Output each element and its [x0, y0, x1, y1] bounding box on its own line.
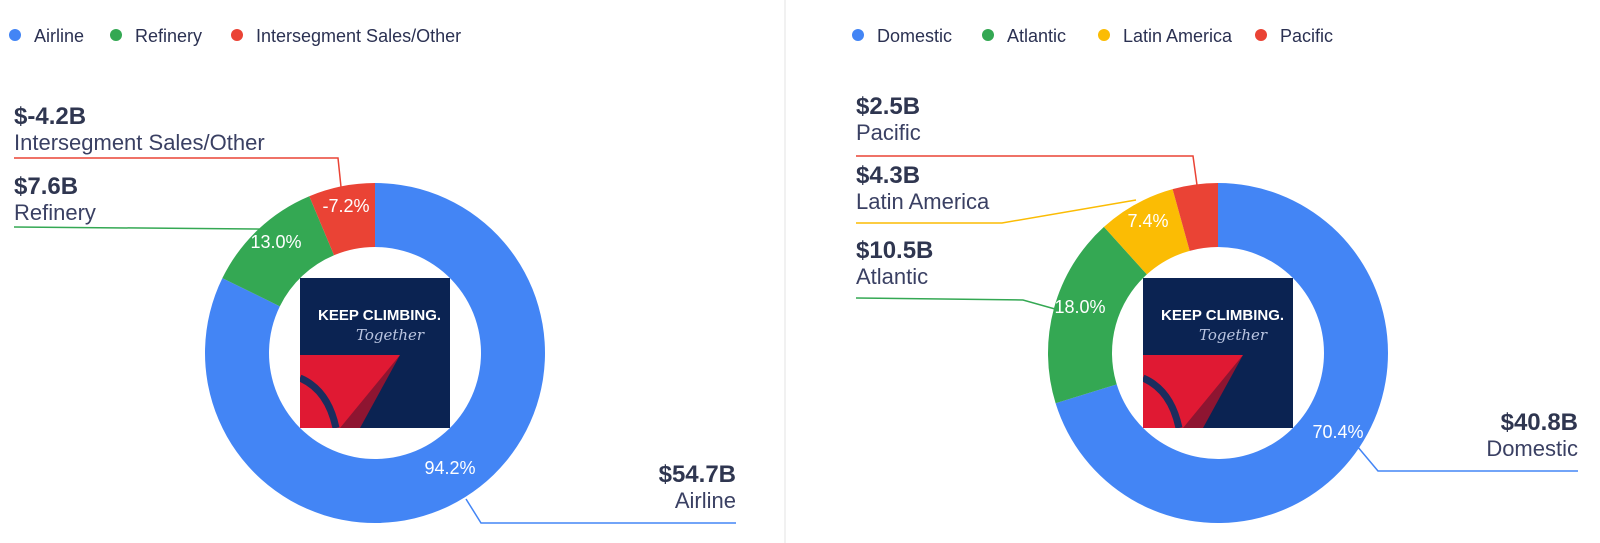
donut-slice-latin-america[interactable]: [1103, 189, 1190, 275]
slice-percent-label: 13.0%: [250, 232, 301, 252]
donut-slice-intersegment-sales-other[interactable]: [309, 183, 375, 256]
legend-marker: [1255, 29, 1267, 41]
legend-marker: [982, 29, 994, 41]
callout-value: $10.5B: [856, 237, 933, 264]
donut-slice-refinery[interactable]: [222, 196, 335, 307]
callout-leader-line: [1356, 445, 1578, 472]
slice-percent-label: 94.2%: [424, 458, 475, 478]
logo-maroon-wedge: [340, 355, 400, 428]
logo-tagline-line1: KEEP CLIMBING.: [1161, 307, 1284, 324]
callout-leader-line: [856, 155, 1198, 186]
legend-label: Airline: [34, 26, 84, 46]
donut-slice-domestic[interactable]: [1055, 183, 1388, 523]
keep-climbing-logo-image: KEEP CLIMBING. Together: [300, 278, 450, 428]
callout-leader-line: [856, 199, 1137, 224]
callout-leader-line: [855, 297, 1056, 310]
callout-name: Pacific: [856, 120, 921, 145]
legend: Airline Refinery Intersegment Sales/Other: [9, 26, 461, 46]
donut-slices: [204, 183, 545, 523]
callout-value: $-4.2B: [14, 103, 86, 130]
callout-name: Atlantic: [856, 264, 928, 289]
slice-percent-label: 7.4%: [1127, 211, 1168, 231]
legend-marker: [9, 29, 21, 41]
legend-item-intersegment-sales-other[interactable]: Intersegment Sales/Other: [231, 26, 461, 46]
legend-label: Refinery: [135, 26, 202, 46]
logo-tagline-line1: KEEP CLIMBING.: [318, 307, 441, 324]
logo-maroon-wedge: [1183, 355, 1243, 428]
logo-navy-swoosh: [1143, 374, 1183, 428]
slice-percent-label: 70.4%: [1312, 422, 1363, 442]
legend-item-atlantic[interactable]: Atlantic: [982, 26, 1066, 46]
donut-slice-atlantic[interactable]: [1048, 226, 1147, 404]
callout-name: Latin America: [856, 189, 990, 214]
region-revenue-donut-chart: Domestic Atlantic Latin America Pacific 70.4…: [852, 26, 1578, 523]
callout-value: $40.8B: [1501, 409, 1578, 436]
legend-label: Latin America: [1123, 26, 1233, 46]
logo-tagline-line2: Together: [356, 326, 425, 344]
legend-marker: [231, 29, 243, 41]
callout-name: Airline: [675, 488, 736, 513]
legend-marker: [852, 29, 864, 41]
callout-name: Refinery: [14, 200, 96, 225]
logo-red-triangle: [1143, 355, 1243, 428]
callout-value: $54.7B: [659, 461, 736, 488]
slice-percent-label: 18.0%: [1054, 297, 1105, 317]
callout-value: $4.3B: [856, 162, 920, 189]
legend-item-refinery[interactable]: Refinery: [110, 26, 202, 46]
legend-item-latin-america[interactable]: Latin America: [1098, 26, 1233, 46]
donut-slices: [1048, 183, 1388, 523]
legend-marker: [110, 29, 122, 41]
callout-leader-line: [13, 226, 323, 232]
legend-label: Pacific: [1280, 26, 1333, 46]
callout-name: Domestic: [1486, 436, 1578, 461]
callout-name: Intersegment Sales/Other: [14, 130, 265, 155]
donut-slice-airline[interactable]: [204, 183, 545, 523]
legend-label: Intersegment Sales/Other: [256, 26, 461, 46]
legend-item-domestic[interactable]: Domestic: [852, 26, 952, 46]
logo-tagline-line2: Together: [1199, 326, 1268, 344]
segment-revenue-donut-chart: Airline Refinery Intersegment Sales/Other 9…: [9, 26, 736, 524]
callout-leader-line: [465, 498, 736, 524]
logo-navy-swoosh: [300, 374, 340, 428]
callout-value: $7.6B: [14, 173, 78, 200]
legend-label: Atlantic: [1007, 26, 1066, 46]
callout-leader-line: [14, 157, 342, 188]
slice-percent-label: -7.2%: [322, 196, 369, 216]
legend: Domestic Atlantic Latin America Pacific: [852, 26, 1333, 46]
keep-climbing-logo-image: KEEP CLIMBING. Together: [1143, 278, 1293, 428]
logo-red-triangle: [300, 355, 400, 428]
legend-label: Domestic: [877, 26, 952, 46]
callout-value: $2.5B: [856, 93, 920, 120]
legend-item-pacific[interactable]: Pacific: [1255, 26, 1333, 46]
legend-marker: [1098, 29, 1110, 41]
donut-slice-pacific[interactable]: [1172, 183, 1218, 251]
legend-item-airline[interactable]: Airline: [9, 26, 84, 46]
